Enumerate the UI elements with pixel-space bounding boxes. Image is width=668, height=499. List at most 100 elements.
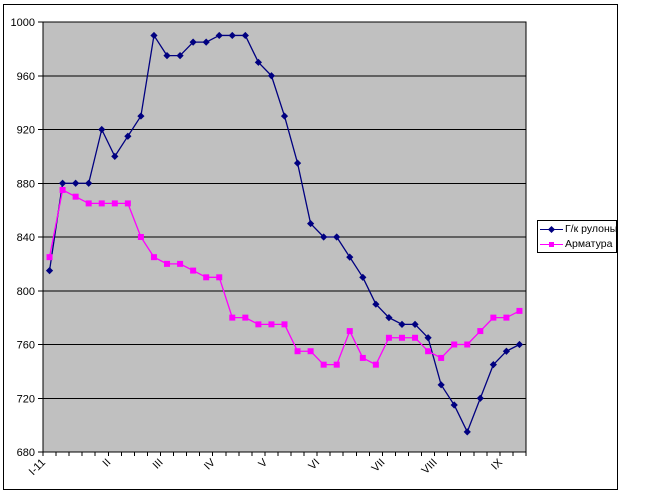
data-point-diamond <box>267 72 276 80</box>
data-point-diamond <box>189 38 197 46</box>
data-point-diamond <box>476 394 484 402</box>
data-point-square <box>294 348 301 355</box>
x-axis-labels: I-11 II III IV V VI VII VIII IX <box>27 456 506 478</box>
data-point-diamond <box>398 320 406 328</box>
data-point-diamond <box>150 31 158 40</box>
legend-item-gk-rulony[interactable]: Г/к рулоны <box>538 222 618 236</box>
data-point-square <box>307 348 314 355</box>
data-point-square <box>229 314 236 321</box>
data-point-diamond <box>58 179 67 187</box>
data-point-square <box>216 274 223 281</box>
data-point-diamond <box>45 266 54 275</box>
data-point-diamond <box>72 179 80 187</box>
data-point-square <box>150 254 157 261</box>
data-point-diamond <box>463 428 471 436</box>
data-point-square <box>85 200 92 207</box>
data-point-square <box>59 186 66 193</box>
chart-outer-border <box>2 3 619 491</box>
x-tick-label: VII <box>370 457 388 475</box>
y-tick-label: 840 <box>17 232 35 244</box>
data-point-diamond <box>85 179 93 187</box>
data-point-diamond <box>124 132 132 140</box>
y-tick-label: 800 <box>17 286 35 298</box>
data-point-diamond <box>346 253 354 261</box>
y-tick-label: 760 <box>17 340 35 352</box>
x-tick-label: V <box>256 456 270 470</box>
data-point-square <box>359 354 366 361</box>
data-point-diamond <box>137 112 145 120</box>
data-point-diamond <box>372 300 380 308</box>
data-point-diamond <box>241 31 249 40</box>
data-point-square <box>425 348 432 355</box>
plot-border <box>42 21 527 453</box>
y-axis-labels: 1000 960 920 880 840 800 760 720 680 <box>11 17 35 459</box>
data-point-square <box>177 260 184 267</box>
y-tick-label: 720 <box>17 393 35 405</box>
y-tick-label: 1000 <box>11 17 35 29</box>
data-point-diamond <box>450 401 458 409</box>
data-point-square <box>516 307 523 314</box>
data-point-diamond <box>293 159 302 167</box>
x-tick-label: I-11 <box>27 457 48 478</box>
data-point-diamond <box>411 320 419 328</box>
data-point-square <box>490 314 497 321</box>
data-point-diamond <box>437 381 445 389</box>
data-point-diamond <box>176 51 184 60</box>
data-point-diamond <box>163 51 171 60</box>
y-tick-label: 880 <box>17 178 35 190</box>
data-point-diamond <box>307 219 315 228</box>
x-tick-label: VI <box>306 457 322 473</box>
data-point-diamond <box>111 152 119 160</box>
data-point-diamond <box>385 314 393 322</box>
data-point-square <box>46 254 53 261</box>
data-point-square <box>72 193 79 200</box>
y-tick-label: 680 <box>17 447 35 459</box>
data-point-diamond <box>254 58 262 66</box>
x-tick-label: VIII <box>420 457 440 477</box>
data-point-square <box>333 361 340 368</box>
data-point-square <box>438 354 445 361</box>
data-point-diamond <box>202 38 210 46</box>
diamond-marker-icon <box>547 225 556 233</box>
data-point-diamond <box>98 125 106 134</box>
data-point-square <box>124 200 131 207</box>
data-point-square <box>242 314 249 321</box>
data-point-square <box>111 200 118 207</box>
data-point-square <box>203 274 210 281</box>
data-point-square <box>268 321 275 328</box>
legend-item-armatura[interactable]: Арматура <box>538 237 616 251</box>
data-point-square <box>464 341 471 348</box>
data-point-square <box>281 321 288 328</box>
series-armatura <box>46 186 523 368</box>
data-point-square <box>412 334 419 341</box>
data-point-diamond <box>424 334 432 342</box>
data-point-square <box>346 328 353 335</box>
data-point-square <box>398 334 405 341</box>
data-point-square <box>451 341 458 348</box>
x-tick-label: IV <box>202 456 218 472</box>
x-tick-label: II <box>101 457 114 470</box>
x-tick-label: III <box>151 457 166 472</box>
series-gk-rulony <box>45 31 524 436</box>
square-marker-icon <box>549 241 554 247</box>
data-point-square <box>255 321 262 328</box>
data-point-square <box>98 200 105 207</box>
data-point-square <box>190 267 197 274</box>
data-point-diamond <box>489 361 497 369</box>
data-point-diamond <box>359 273 367 281</box>
legend-label-armatura: Арматура <box>565 238 613 250</box>
data-point-square <box>164 260 171 267</box>
data-point-square <box>372 361 379 368</box>
data-point-square <box>385 334 392 341</box>
data-point-diamond <box>280 112 289 120</box>
legend[interactable]: Г/к рулоны Арматура <box>537 220 617 253</box>
data-point-square <box>320 361 327 368</box>
y-tick-label: 920 <box>17 125 35 137</box>
data-point-diamond <box>502 347 511 355</box>
legend-label-gk-rulony: Г/к рулоны <box>565 223 618 235</box>
data-point-square <box>477 328 484 335</box>
y-tick-label: 960 <box>17 71 35 83</box>
data-point-diamond <box>515 340 524 349</box>
